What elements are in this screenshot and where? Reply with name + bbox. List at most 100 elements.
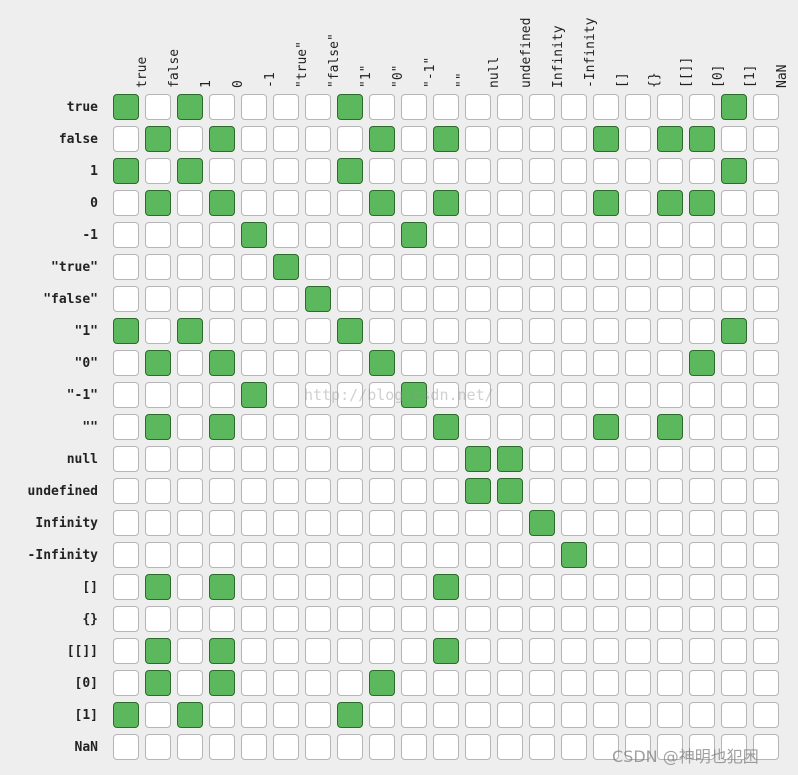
unequal-cell bbox=[241, 414, 267, 440]
unequal-cell bbox=[337, 126, 363, 152]
unequal-cell bbox=[433, 382, 459, 408]
unequal-cell bbox=[561, 606, 587, 632]
unequal-cell bbox=[369, 510, 395, 536]
unequal-cell bbox=[273, 670, 299, 696]
unequal-cell bbox=[593, 734, 619, 760]
unequal-cell bbox=[337, 222, 363, 248]
unequal-cell bbox=[529, 94, 555, 120]
unequal-cell bbox=[561, 222, 587, 248]
unequal-cell bbox=[209, 286, 235, 312]
unequal-cell bbox=[561, 158, 587, 184]
unequal-cell bbox=[689, 574, 715, 600]
unequal-cell bbox=[177, 478, 203, 504]
unequal-cell bbox=[369, 318, 395, 344]
unequal-cell bbox=[273, 382, 299, 408]
unequal-cell bbox=[529, 382, 555, 408]
unequal-cell bbox=[657, 734, 683, 760]
unequal-cell bbox=[561, 94, 587, 120]
equal-cell bbox=[113, 158, 139, 184]
unequal-cell bbox=[753, 702, 779, 728]
unequal-cell bbox=[465, 222, 491, 248]
unequal-cell bbox=[593, 702, 619, 728]
unequal-cell bbox=[273, 286, 299, 312]
unequal-cell bbox=[305, 542, 331, 568]
unequal-cell bbox=[433, 670, 459, 696]
unequal-cell bbox=[625, 574, 651, 600]
row-header: -1 bbox=[82, 228, 98, 243]
unequal-cell bbox=[113, 734, 139, 760]
unequal-cell bbox=[113, 222, 139, 248]
unequal-cell bbox=[561, 510, 587, 536]
unequal-cell bbox=[465, 702, 491, 728]
unequal-cell bbox=[433, 734, 459, 760]
unequal-cell bbox=[433, 478, 459, 504]
unequal-cell bbox=[657, 158, 683, 184]
unequal-cell bbox=[721, 382, 747, 408]
unequal-cell bbox=[337, 574, 363, 600]
equal-cell bbox=[337, 702, 363, 728]
unequal-cell bbox=[657, 286, 683, 312]
unequal-cell bbox=[497, 382, 523, 408]
unequal-cell bbox=[369, 702, 395, 728]
unequal-cell bbox=[465, 254, 491, 280]
row-header: Infinity bbox=[35, 516, 98, 531]
unequal-cell bbox=[145, 702, 171, 728]
unequal-cell bbox=[625, 510, 651, 536]
unequal-cell bbox=[465, 670, 491, 696]
unequal-cell bbox=[145, 606, 171, 632]
equal-cell bbox=[433, 190, 459, 216]
unequal-cell bbox=[113, 414, 139, 440]
row-header: undefined bbox=[27, 484, 98, 499]
equal-cell bbox=[433, 414, 459, 440]
unequal-cell bbox=[561, 318, 587, 344]
unequal-cell bbox=[273, 350, 299, 376]
equal-cell bbox=[209, 574, 235, 600]
equal-cell bbox=[593, 126, 619, 152]
unequal-cell bbox=[721, 574, 747, 600]
unequal-cell bbox=[657, 350, 683, 376]
unequal-cell bbox=[305, 126, 331, 152]
unequal-cell bbox=[145, 446, 171, 472]
unequal-cell bbox=[241, 446, 267, 472]
unequal-cell bbox=[145, 734, 171, 760]
unequal-cell bbox=[433, 702, 459, 728]
column-header: "false" bbox=[305, 6, 342, 88]
unequal-cell bbox=[145, 318, 171, 344]
unequal-cell bbox=[273, 606, 299, 632]
column-header: "0" bbox=[369, 6, 406, 88]
unequal-cell bbox=[433, 286, 459, 312]
unequal-cell bbox=[497, 734, 523, 760]
column-header: 1 bbox=[177, 6, 214, 88]
equal-cell bbox=[529, 510, 555, 536]
unequal-cell bbox=[337, 734, 363, 760]
unequal-cell bbox=[561, 126, 587, 152]
equal-cell bbox=[433, 126, 459, 152]
unequal-cell bbox=[113, 670, 139, 696]
unequal-cell bbox=[273, 734, 299, 760]
column-header-label: NaN bbox=[775, 64, 790, 88]
unequal-cell bbox=[209, 542, 235, 568]
unequal-cell bbox=[241, 94, 267, 120]
unequal-cell bbox=[401, 446, 427, 472]
unequal-cell bbox=[273, 190, 299, 216]
unequal-cell bbox=[177, 286, 203, 312]
unequal-cell bbox=[401, 286, 427, 312]
unequal-cell bbox=[625, 158, 651, 184]
unequal-cell bbox=[209, 702, 235, 728]
row-header: "-1" bbox=[66, 388, 98, 403]
unequal-cell bbox=[209, 606, 235, 632]
unequal-cell bbox=[145, 382, 171, 408]
unequal-cell bbox=[657, 510, 683, 536]
unequal-cell bbox=[337, 542, 363, 568]
unequal-cell bbox=[657, 702, 683, 728]
unequal-cell bbox=[305, 446, 331, 472]
unequal-cell bbox=[465, 94, 491, 120]
unequal-cell bbox=[433, 222, 459, 248]
unequal-cell bbox=[177, 382, 203, 408]
unequal-cell bbox=[465, 638, 491, 664]
unequal-cell bbox=[113, 446, 139, 472]
unequal-cell bbox=[561, 446, 587, 472]
unequal-cell bbox=[241, 574, 267, 600]
unequal-cell bbox=[721, 446, 747, 472]
